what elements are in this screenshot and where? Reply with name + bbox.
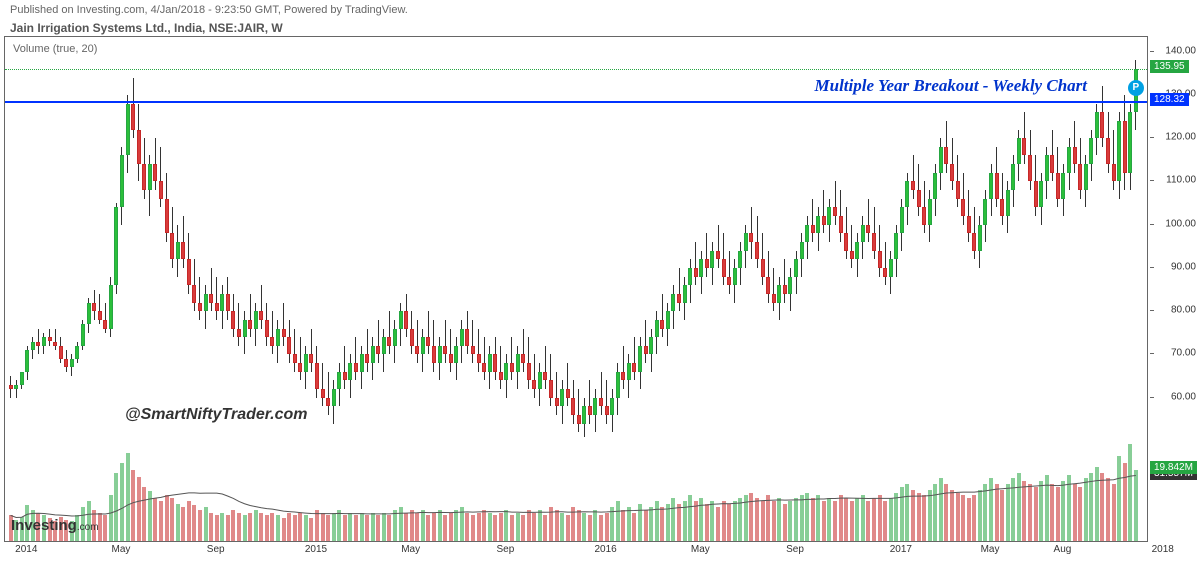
last-price-line <box>5 69 1147 71</box>
published-line: Published on Investing.com, 4/Jan/2018 -… <box>10 4 408 16</box>
chart-title: Jain Irrigation Systems Ltd., India, NSE… <box>10 21 283 35</box>
volume-indicator-label: Volume (true, 20) <box>13 43 97 55</box>
resistance-price-label: 128.32 <box>1150 93 1189 106</box>
candlesticks <box>5 37 1147 541</box>
p-marker-icon: P <box>1128 80 1144 96</box>
last-price-label: 135.95 <box>1150 60 1189 73</box>
resistance-line <box>5 101 1147 103</box>
chart-container: Multiple Year Breakout - Weekly Chart @S… <box>4 36 1148 542</box>
breakout-annotation: Multiple Year Breakout - Weekly Chart <box>815 76 1088 96</box>
volume-last-label: 19.842M <box>1150 461 1197 474</box>
investing-logo: Investing.com <box>11 517 99 535</box>
watermark-text: @SmartNiftyTrader.com <box>125 406 307 424</box>
